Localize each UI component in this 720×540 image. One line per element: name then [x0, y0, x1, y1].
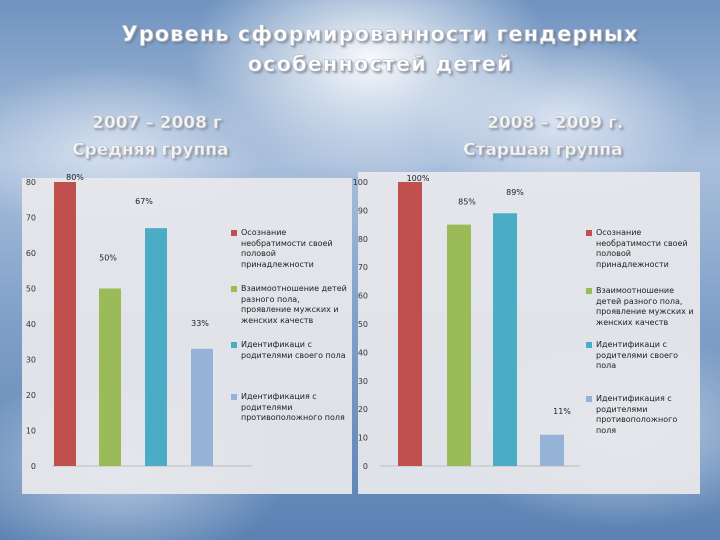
chart2-year: 2008 – 2009 г.	[487, 113, 624, 134]
legend-label: Осознание необратимости своей половой пр…	[596, 228, 688, 269]
data-label: 100%	[407, 174, 430, 183]
legend-label: Идентификаци с родителями своего пола	[596, 340, 679, 370]
legend-label: Идентификация с родителями противоположн…	[241, 392, 345, 422]
y-tick-label: 30	[26, 356, 36, 365]
chart1-panel: 0 10 20 30 40 50 60 70 80 80% 50% 67% 33% Осознание …	[22, 173, 352, 494]
y-tick-label: 50	[26, 285, 36, 294]
y-tick-label: 90	[358, 206, 368, 215]
chart2-legend: Осознание необратимости своей половой пр…	[586, 228, 698, 490]
chart2-plot: 0 10 20 30 40 50 60 70 80 90 100 100% 85% 89% 11%	[353, 174, 580, 471]
data-label: 67%	[135, 197, 153, 206]
slide-title-line2: особенностей детей	[247, 52, 513, 77]
y-tick-label: 40	[26, 320, 36, 329]
y-tick-label: 60	[26, 249, 36, 258]
y-tick-label: 80	[26, 178, 36, 187]
data-label: 89%	[506, 188, 524, 197]
chart1-year: 2007 – 2008 г	[92, 113, 222, 134]
y-tick-label: 10	[358, 434, 368, 443]
legend-label: Идентификаци с родителями своего пола	[241, 340, 346, 360]
y-tick-label: 40	[358, 348, 368, 357]
y-tick-label: 20	[358, 405, 368, 414]
data-label: 85%	[458, 198, 476, 207]
bar	[145, 228, 167, 466]
data-label: 80%	[66, 173, 84, 182]
y-tick-label: 10	[26, 427, 36, 436]
y-tick-label: 70	[358, 263, 368, 272]
y-tick-label: 30	[358, 377, 368, 386]
bar	[540, 434, 564, 466]
bar	[99, 288, 121, 466]
y-tick-label: 70	[26, 214, 36, 223]
legend-swatch	[586, 288, 592, 294]
bar	[493, 213, 517, 466]
bar	[398, 182, 422, 466]
chart2-panel: 0 10 20 30 40 50 60 70 80 90 100 100% 85% 89% 11% Осоз…	[353, 172, 700, 494]
y-tick-label: 60	[358, 292, 368, 301]
chart1-plot: 0 10 20 30 40 50 60 70 80 80% 50% 67% 33%	[26, 173, 252, 471]
y-tick-label: 100	[353, 178, 368, 187]
chart2-group: Старшая группа	[463, 140, 623, 161]
data-label: 50%	[99, 254, 117, 263]
y-tick-label: 0	[363, 462, 368, 471]
legend-label: Идентификация с родителями противоположн…	[596, 394, 678, 435]
legend-swatch	[231, 230, 237, 236]
chart1-group: Средняя группа	[72, 140, 229, 161]
bar	[54, 182, 76, 466]
bar	[447, 224, 471, 466]
bar	[191, 348, 213, 466]
legend-swatch	[586, 342, 592, 348]
data-label: 33%	[191, 319, 209, 328]
legend-swatch	[231, 394, 237, 400]
legend-label: Осознание необратимости своей половой пр…	[241, 228, 333, 269]
legend-swatch	[231, 342, 237, 348]
legend-swatch	[586, 396, 592, 402]
legend-swatch	[586, 230, 592, 236]
chart1-legend: Осознание необратимости своей половой пр…	[231, 228, 349, 488]
y-tick-label: 50	[358, 320, 368, 329]
legend-swatch	[231, 286, 237, 292]
data-label: 11%	[553, 407, 571, 416]
legend-label: Взаимоотношение детей разного пола, проя…	[596, 286, 694, 327]
y-tick-label: 0	[31, 462, 36, 471]
y-tick-label: 20	[26, 391, 36, 400]
y-tick-label: 80	[358, 235, 368, 244]
slide-title-line1: Уровень сформированности гендерных	[121, 22, 639, 47]
legend-label: Взаимоотношение детей разного пола, проя…	[241, 284, 347, 325]
